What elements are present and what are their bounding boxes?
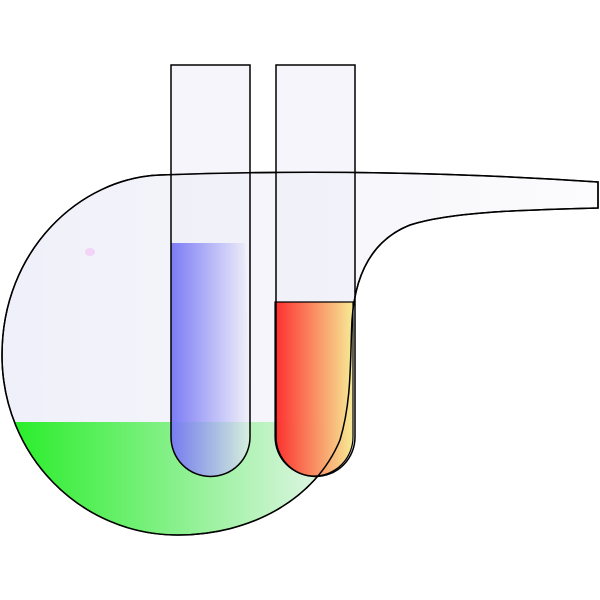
tube-left-blue-liquid <box>171 243 250 477</box>
tube-right-red-liquid <box>274 301 354 477</box>
test-tube-right <box>274 64 356 478</box>
retort-outline <box>1 171 599 536</box>
glass-highlight <box>85 248 95 256</box>
test-tube-left <box>170 64 251 478</box>
